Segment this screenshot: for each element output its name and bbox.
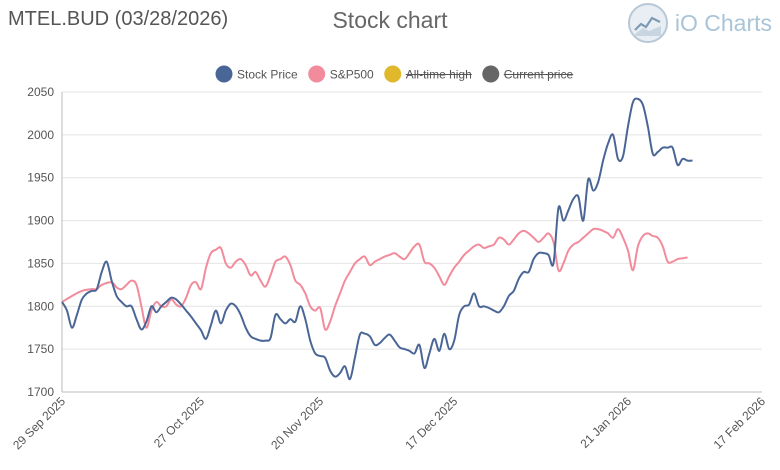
y-tick-label: 1800 xyxy=(27,299,54,313)
y-tick-label: 1700 xyxy=(27,385,54,399)
chart-logo-icon xyxy=(627,3,668,43)
x-tick-label: 27 Oct 2025 xyxy=(151,394,207,450)
ticker-label: MTEL.BUD (03/28/2026) xyxy=(8,8,229,30)
legend-label: S&P500 xyxy=(330,68,374,82)
legend-all-time-high[interactable]: All-time high xyxy=(384,65,472,83)
x-tick-label: 21 Jan 2026 xyxy=(577,394,634,451)
legend-current-price[interactable]: Current price xyxy=(482,65,573,83)
chart-legend: Stock Price S&P500 All-time high Current pr… xyxy=(215,65,573,83)
x-tick-label: 20 Nov 2025 xyxy=(268,394,326,452)
x-tick-label: 17 Dec 2025 xyxy=(402,394,460,452)
x-axis: 29 Sep 2025 27 Oct 2025 20 Nov 2025 17 Dec … xyxy=(10,391,769,452)
y-tick-label: 1950 xyxy=(27,171,54,185)
y-tick-label: 2000 xyxy=(27,128,54,142)
x-tick-label: 29 Sep 2025 xyxy=(10,394,68,452)
legend-marker xyxy=(308,65,326,83)
legend-stock-price[interactable]: Stock Price xyxy=(215,65,299,83)
stock-price-line xyxy=(61,97,693,381)
legend-label: Stock Price xyxy=(237,68,298,82)
y-axis: 1700 1750 1800 1850 1900 1950 2000 2050 xyxy=(27,85,63,399)
legend-marker xyxy=(215,65,233,83)
brand-logo[interactable]: iO Charts xyxy=(627,2,772,44)
legend-marker xyxy=(482,65,500,83)
y-tick-label: 2050 xyxy=(27,85,54,99)
chart-grid xyxy=(62,91,762,393)
legend-marker xyxy=(384,65,402,83)
sp500-line xyxy=(61,227,688,331)
brand-name: iO Charts xyxy=(674,9,772,36)
x-tick-label: 17 Feb 2026 xyxy=(711,394,769,452)
y-tick-label: 1900 xyxy=(27,214,54,228)
y-tick-label: 1850 xyxy=(27,256,54,270)
series-lines xyxy=(61,97,693,381)
legend-sp500[interactable]: S&P500 xyxy=(308,65,374,83)
y-tick-label: 1750 xyxy=(27,342,54,356)
